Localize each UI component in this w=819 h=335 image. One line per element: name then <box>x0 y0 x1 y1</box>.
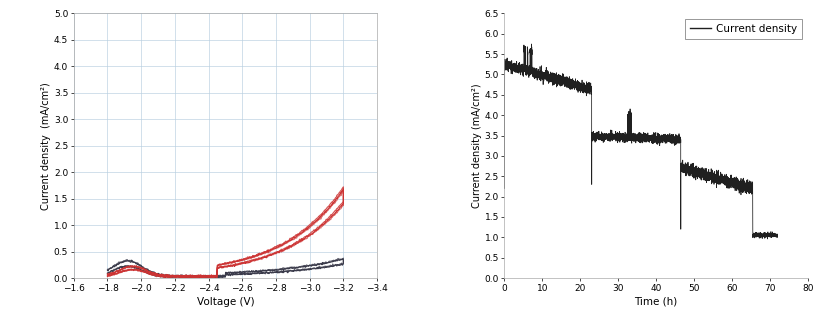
X-axis label: Time (h): Time (h) <box>634 297 676 307</box>
Y-axis label: Current density (mA/cm²): Current density (mA/cm²) <box>471 83 481 208</box>
X-axis label: Voltage (V): Voltage (V) <box>197 297 254 307</box>
Y-axis label: Current density  (mA/cm²): Current density (mA/cm²) <box>41 82 51 210</box>
Legend: Current density: Current density <box>684 19 802 39</box>
